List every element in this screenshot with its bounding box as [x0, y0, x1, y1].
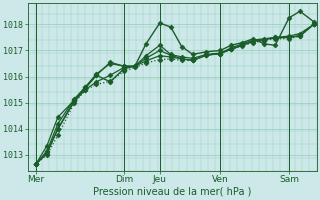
X-axis label: Pression niveau de la mer( hPa ): Pression niveau de la mer( hPa ): [93, 187, 251, 197]
